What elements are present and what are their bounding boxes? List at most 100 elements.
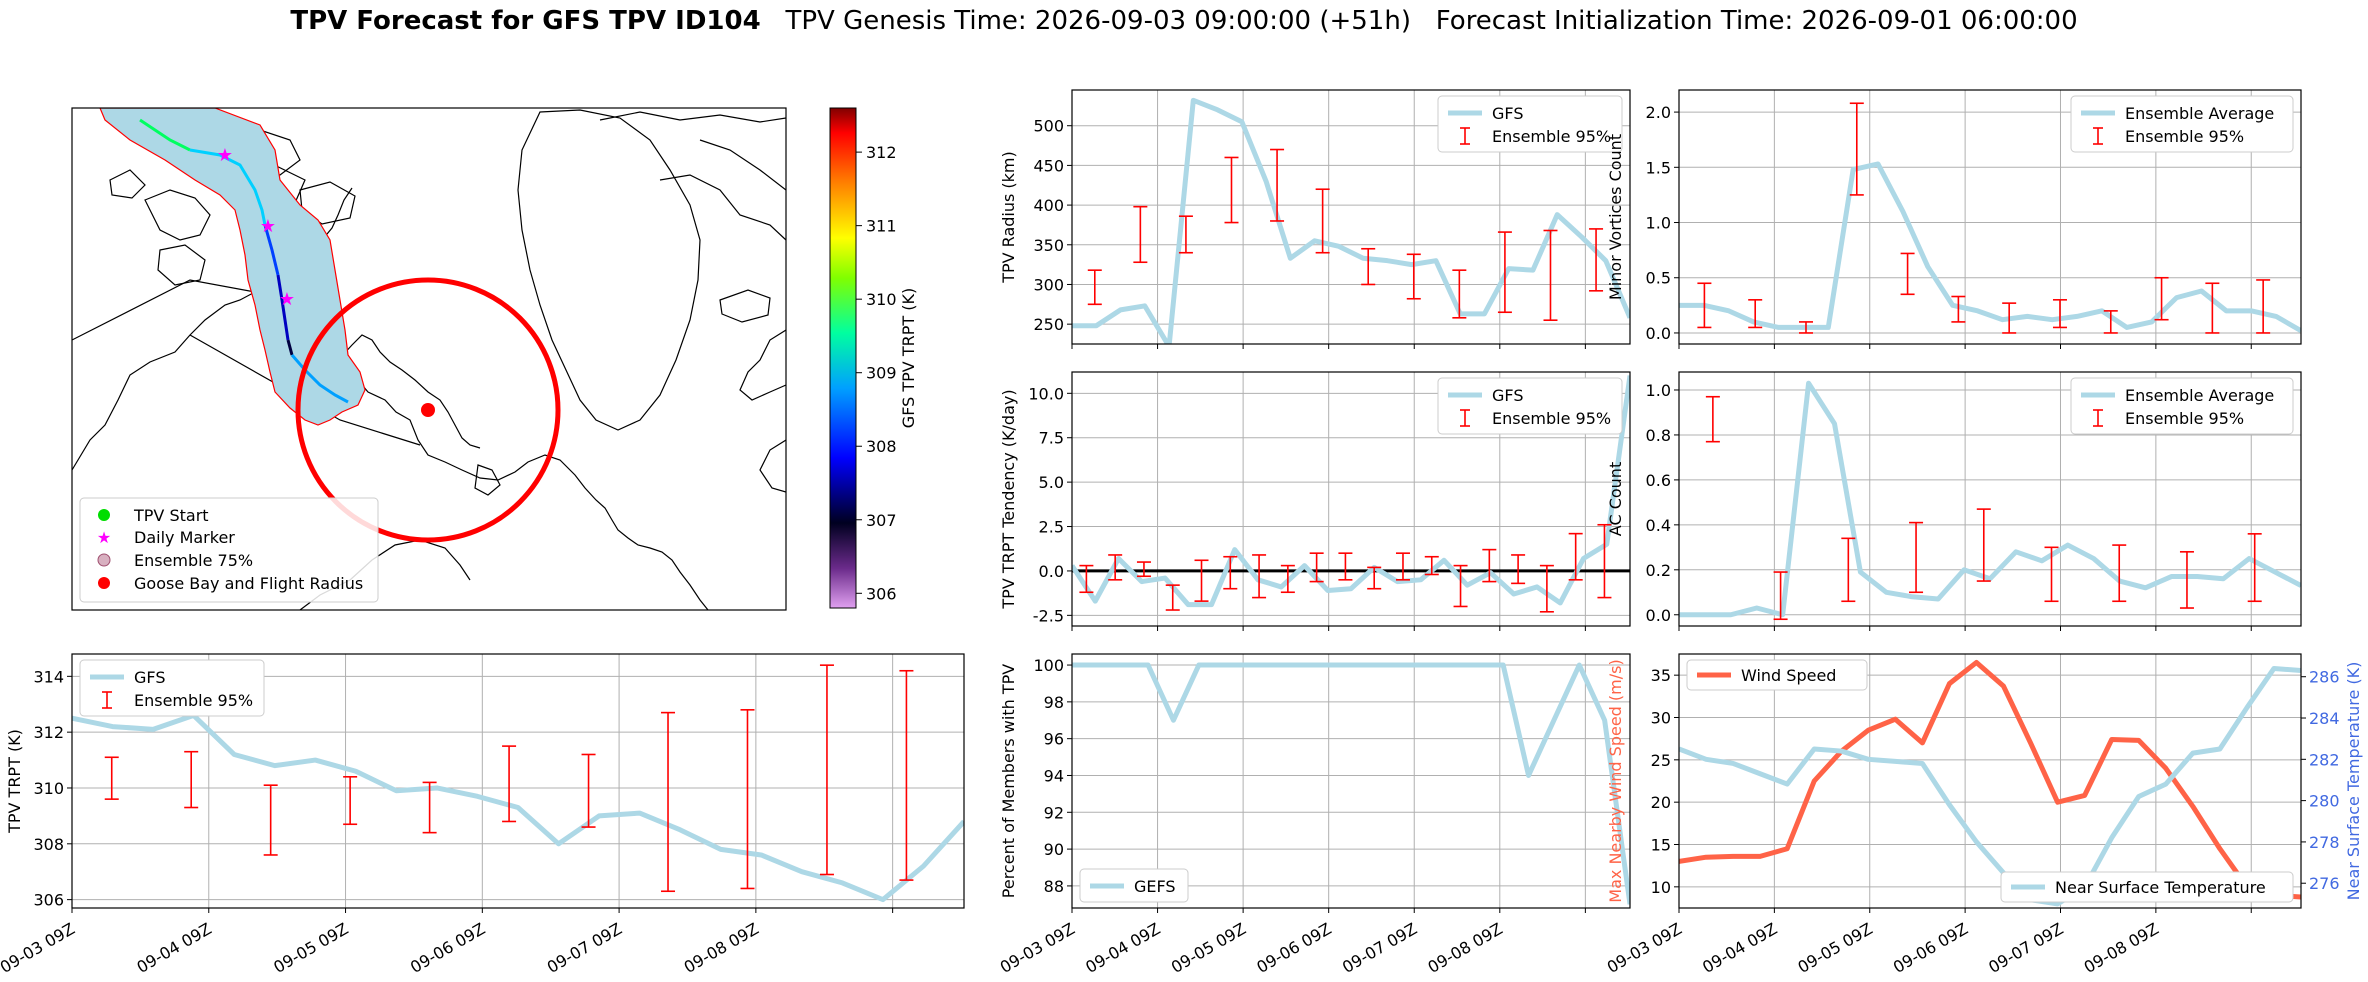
legend-box xyxy=(1686,659,1868,691)
error-bar xyxy=(502,745,517,823)
chart-wind: 10 15 20 25 30 35 09-03 09Z 09-04 09Z 09-05 09Z 0… xyxy=(1604,653,2363,977)
plot-area xyxy=(1679,102,2301,334)
legend: GEFS xyxy=(1079,868,1189,903)
x-tick-label: 09-03 09Z xyxy=(1604,919,1685,977)
chart-percent: 88 90 92 94 96 98 100 09-03 09Z 09-04 09Z 09-05 0… xyxy=(997,653,1631,977)
colorbar-tick-label: 307 xyxy=(866,511,897,530)
error-bar xyxy=(1482,548,1497,583)
error-bar xyxy=(422,781,437,834)
y-tick-label: 306 xyxy=(33,891,64,910)
error-bar xyxy=(2179,551,2194,609)
error-bar xyxy=(343,776,358,826)
greenland xyxy=(517,109,701,431)
error-bar xyxy=(1543,229,1558,321)
x-tick-label: 09-06 09Z xyxy=(1890,919,1971,977)
error-bar xyxy=(1951,295,1966,323)
y-tick-label: 30 xyxy=(1651,709,1671,728)
tpv-track-segment xyxy=(263,224,280,276)
error-bar xyxy=(1539,564,1554,613)
axes-frame xyxy=(1071,653,1631,909)
axes-frame xyxy=(1678,653,2302,909)
error-bar xyxy=(1976,508,1991,582)
chart-trpt: 306 308 310 312 314 09-03 09Z 09-04 09Z 09-05 0… xyxy=(0,653,965,977)
y-tick-label: 400 xyxy=(1033,196,1064,215)
y-tick-label: 0.2 xyxy=(1646,561,1671,580)
error-bar xyxy=(1395,552,1410,581)
y-axis-label: TPV TRPT Tendency (K/day) xyxy=(999,389,1018,609)
error-bar xyxy=(1178,215,1193,254)
legend-label: Ensemble 95% xyxy=(2125,409,2244,428)
island xyxy=(157,244,206,286)
error-bar xyxy=(661,711,676,893)
x-tick-label: 09-04 09Z xyxy=(133,919,214,977)
legend-label: Near Surface Temperature xyxy=(2055,878,2266,897)
error-bar xyxy=(581,753,596,828)
y-tick-label: 450 xyxy=(1033,156,1064,175)
europe-coast xyxy=(599,111,786,123)
x-tick-label: 09-04 09Z xyxy=(1082,919,1163,977)
error-bar xyxy=(1849,102,1864,196)
error-bar xyxy=(740,709,755,890)
x-tick-label: 09-06 09Z xyxy=(407,919,488,977)
x-tick-label: 09-05 09Z xyxy=(1794,919,1875,977)
colorbar-label: GFS TPV TRPT (K) xyxy=(899,288,918,428)
legend: Wind Speed xyxy=(1686,659,1868,691)
y-axis-label: TPV Radius (km) xyxy=(999,151,1018,284)
legend: Near Surface Temperature xyxy=(2000,871,2294,903)
error-bar xyxy=(1511,554,1526,585)
y-right-tick-label: 280 xyxy=(2309,792,2340,811)
y-tick-label: 0.0 xyxy=(1039,562,1064,581)
colorbar-tick-label: 306 xyxy=(866,584,897,603)
ensemble-75-region xyxy=(99,108,366,426)
error-bar xyxy=(1136,561,1151,578)
legend-box xyxy=(2070,95,2294,153)
x-tick-label: 09-05 09Z xyxy=(1168,919,1249,977)
error-bar xyxy=(1841,537,1856,603)
y-tick-label: 94 xyxy=(1044,766,1064,785)
legend-goose-bay: Goose Bay and Flight Radius xyxy=(134,574,363,593)
error-bar xyxy=(1589,228,1604,292)
legend-label: Ensemble Average xyxy=(2125,104,2274,123)
y-axis-label: Max Nearby Wind Speed (m/s) xyxy=(1606,659,1625,902)
legend-box xyxy=(79,659,265,717)
map-frame xyxy=(71,107,787,611)
daily-marker: ★ xyxy=(279,289,295,310)
error-bar xyxy=(1798,321,1813,334)
x-tick-label: 09-08 09Z xyxy=(681,919,762,977)
error-bar xyxy=(1452,269,1467,319)
error-bar xyxy=(1079,564,1094,594)
colorbar-tick-label: 310 xyxy=(866,290,897,309)
x-tick-label: 09-08 09Z xyxy=(2081,919,2162,977)
y-tick-label: 350 xyxy=(1033,236,1064,255)
error-bar xyxy=(104,756,119,800)
y-tick-label: 10.0 xyxy=(1028,384,1064,403)
error-bar xyxy=(899,669,914,881)
error-bar xyxy=(1453,564,1468,608)
island xyxy=(109,169,146,199)
y-tick-label: 300 xyxy=(1033,275,1064,294)
goose-bay-marker xyxy=(421,403,435,417)
plot-area xyxy=(72,664,964,903)
y-tick-label: 314 xyxy=(33,667,64,686)
y-tick-label: 250 xyxy=(1033,315,1064,334)
island xyxy=(144,189,211,241)
error-bar xyxy=(1773,571,1788,621)
colorbar-ticks: 306 307 308 309 310 311 312 xyxy=(856,143,897,603)
error-bar xyxy=(2044,546,2059,603)
legend-label: Ensemble 95% xyxy=(1492,409,1611,428)
error-bar xyxy=(1309,552,1324,583)
figure-title-bold: TPV Forecast for GFS TPV ID104 xyxy=(290,6,761,36)
error-bar xyxy=(1087,269,1102,306)
error-bar xyxy=(1338,552,1353,581)
y-axis-label: AC Count xyxy=(1606,462,1625,536)
y-right-tick-label: 278 xyxy=(2309,833,2340,852)
error-bar xyxy=(1252,554,1267,599)
chart-radius: 250 300 350 400 450 500 TPV Radius (km) GFS Ense… xyxy=(999,89,1631,349)
axes-frame xyxy=(71,653,965,909)
error-bar xyxy=(1705,395,1720,443)
border-line-2 xyxy=(72,279,256,341)
axes-frame xyxy=(1071,89,1631,345)
legend-label: Wind Speed xyxy=(1741,666,1836,685)
error-bar xyxy=(2205,282,2220,334)
